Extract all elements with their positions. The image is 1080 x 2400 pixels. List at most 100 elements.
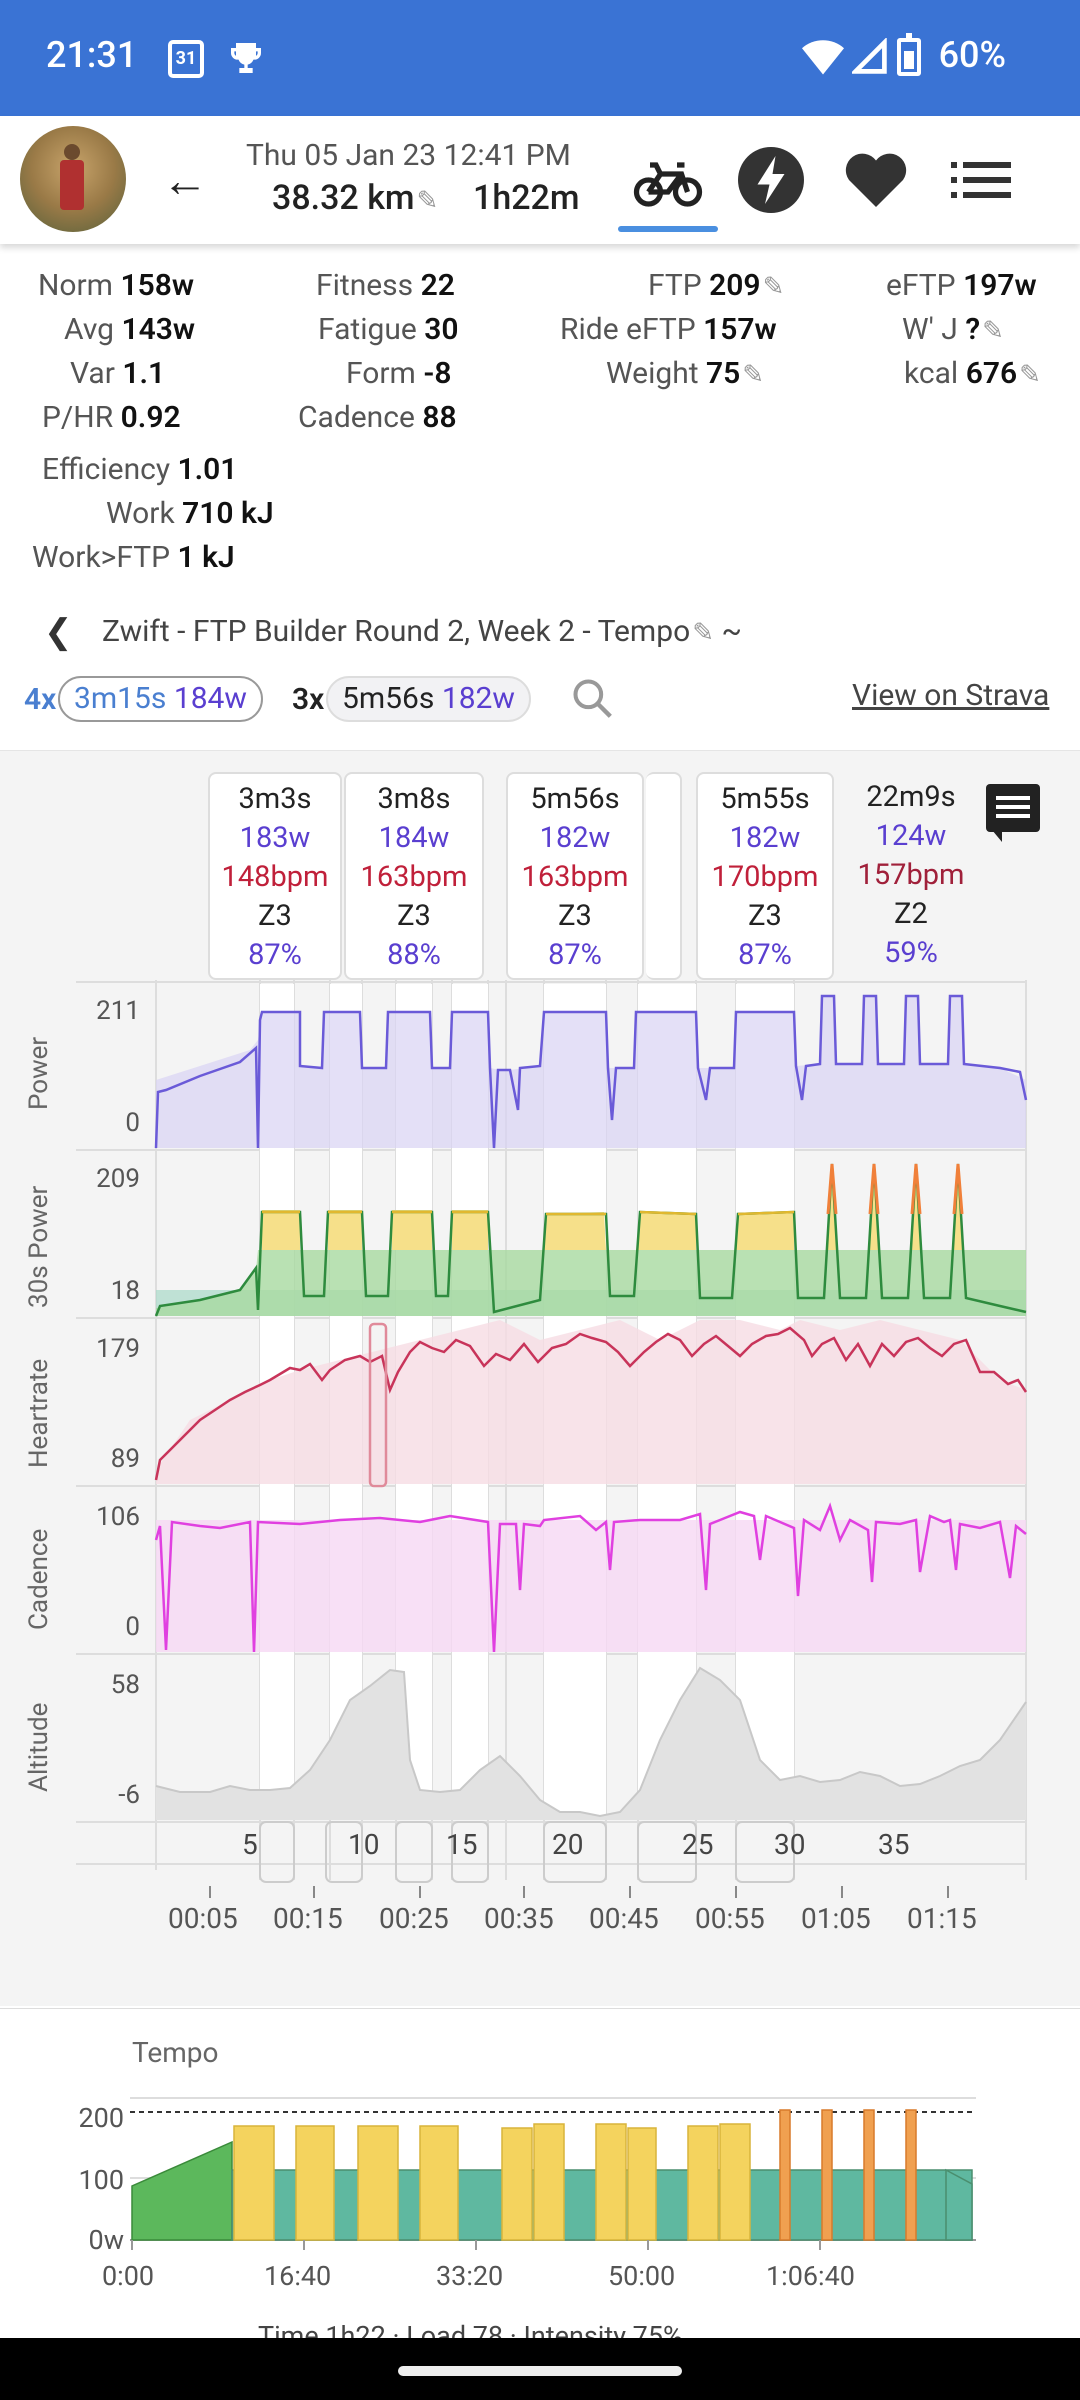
stat-value: 22 [420, 268, 455, 303]
edit-pencil-icon[interactable]: ✎ [762, 272, 785, 302]
stat-value: 157w [703, 312, 777, 347]
interval-card[interactable]: 5m55s 182w 170bpm Z3 87% [696, 772, 834, 980]
stat-norm: Norm 158w [38, 268, 194, 303]
stat-fitness: Fitness 22 [316, 268, 455, 303]
hr-axis-label: Heartrate [24, 1358, 54, 1468]
plan-footer: Time 1h22 · Load 78 · Intensity 75% [258, 2318, 858, 2338]
home-gesture-pill[interactable] [398, 2366, 682, 2376]
back-arrow-icon[interactable]: ← [162, 154, 208, 208]
stat-label: Fitness [316, 268, 414, 303]
interval-zone: Z3 [258, 899, 292, 933]
power30-green-area [156, 1250, 1026, 1316]
cadence-ymax: 106 [96, 1502, 140, 1532]
interval-power: 182w [729, 821, 801, 855]
cadence-axis-label: Cadence [24, 1528, 54, 1630]
lap-tick: 5 [242, 1828, 258, 1861]
pill-duration: 3m15s [74, 681, 167, 716]
power-line [154, 994, 1028, 1149]
edit-pencil-icon[interactable]: ✎ [1019, 360, 1041, 390]
interval-duration: 5m56s [530, 782, 620, 816]
power30-axis-label: 30s Power [24, 1185, 54, 1308]
comment-icon[interactable] [986, 784, 1040, 842]
power-ymin: 0 [125, 1108, 140, 1138]
search-icon[interactable] [570, 676, 614, 720]
cadence-line [154, 1502, 1027, 1653]
interval-card[interactable]: 3m8s 184w 163bpm Z3 88% [344, 772, 484, 980]
hr-cursor [368, 1322, 388, 1488]
stat-value: 30 [424, 312, 459, 347]
edit-pencil-icon[interactable]: ✎ [692, 618, 714, 648]
altitude-area [156, 1668, 1026, 1820]
stat-label: kcal [904, 356, 959, 391]
time-tick: 00:05 [168, 1902, 238, 1935]
time-tick: 01:05 [801, 1902, 871, 1935]
interval-power: 182w [539, 821, 611, 855]
stat-label: Form [346, 356, 416, 391]
activity-date: Thu 05 Jan 23 12:41 PM [246, 138, 571, 173]
stat-label: Var [70, 356, 115, 391]
stat-weight[interactable]: Weight 75✎ [606, 356, 764, 391]
edit-pencil-icon[interactable]: ✎ [982, 316, 1004, 346]
interval-group-pill-2[interactable]: 5m56s 182w [326, 676, 531, 722]
pill-power: 184w [173, 681, 247, 716]
stat-value: 143w [121, 312, 196, 347]
interval-percent: 59% [884, 936, 938, 970]
view-on-strava-link[interactable]: View on Strava [852, 678, 1050, 713]
lap-tick: 10 [348, 1828, 380, 1861]
stat-label: Weight [606, 356, 699, 391]
plan-xtick: 0:00 [102, 2260, 155, 2292]
power30-yellow-area [262, 1164, 964, 1250]
battery-percent: 60% [938, 34, 1006, 76]
stat-form: Form -8 [346, 356, 451, 391]
stat-label: Fatigue [318, 312, 417, 347]
hr-ymax: 179 [96, 1334, 140, 1364]
altitude-ymin: -6 [118, 1780, 140, 1810]
avatar[interactable] [20, 126, 126, 232]
bike-tab-icon[interactable] [632, 144, 704, 216]
interval-card[interactable]: 5m56s 182w 163bpm Z3 87% [506, 772, 644, 980]
interval-power: 183w [239, 821, 311, 855]
lap-tick: 15 [446, 1828, 478, 1861]
interval-heartrate: 170bpm [711, 860, 819, 894]
chevron-left-icon[interactable]: ❮ [44, 612, 73, 652]
interval-percent: 87% [548, 938, 602, 972]
interval-percent: 88% [387, 938, 441, 972]
power30-ymax: 209 [96, 1164, 140, 1194]
activity-duration: 1h22m [473, 178, 580, 218]
interval-power: 184w [378, 821, 450, 855]
stat-work-ftp: Work>FTP 1 kJ [32, 540, 235, 575]
active-tab-indicator [618, 226, 718, 232]
workout-title[interactable]: Zwift - FTP Builder Round 2, Week 2 - Te… [102, 614, 742, 649]
interval-card[interactable]: 22m9s 124w 157bpm Z2 59% [846, 772, 976, 980]
stat-value: 1 kJ [177, 540, 235, 575]
interval-heartrate: 148bpm [221, 860, 329, 894]
interval-heartrate: 163bpm [360, 860, 468, 894]
stat-wprime[interactable]: W' J ?✎ [902, 312, 1004, 347]
interval-card[interactable]: 3m3s 183w 148bpm Z3 87% [208, 772, 342, 980]
activity-header: ← Thu 05 Jan 23 12:41 PM 38.32 km✎ 1h22m [0, 116, 1080, 244]
stat-value: -8 [423, 356, 452, 391]
power-axis-label: Power [24, 1036, 54, 1110]
stat-ftp[interactable]: FTP 209✎ [648, 268, 784, 303]
hr-ymin: 89 [110, 1444, 140, 1474]
stat-label: Work [106, 496, 175, 531]
activity-distance[interactable]: 38.32 km✎ [272, 178, 438, 218]
activity-charts[interactable] [0, 980, 1080, 1940]
rep-count-1: 4x [24, 682, 57, 717]
calendar-icon: 31 [168, 40, 204, 78]
power-tab-icon[interactable] [735, 144, 807, 216]
wifi-icon [802, 40, 844, 75]
stat-value: 88 [422, 400, 457, 435]
interval-duration: 3m3s [238, 782, 312, 816]
list-tab-icon[interactable] [945, 144, 1017, 216]
stat-kcal[interactable]: kcal 676✎ [904, 356, 1041, 391]
lap-tick: 30 [774, 1828, 806, 1861]
stat-label: Cadence [298, 400, 415, 435]
edit-pencil-icon[interactable]: ✎ [742, 360, 765, 390]
heart-tab-icon[interactable] [840, 144, 912, 216]
stat-label: Avg [64, 312, 115, 347]
interval-heartrate: 163bpm [521, 860, 629, 894]
cadence-ymin: 0 [125, 1612, 140, 1642]
edit-pencil-icon[interactable]: ✎ [416, 186, 439, 216]
interval-group-pill-1[interactable]: 3m15s 184w [58, 676, 263, 722]
